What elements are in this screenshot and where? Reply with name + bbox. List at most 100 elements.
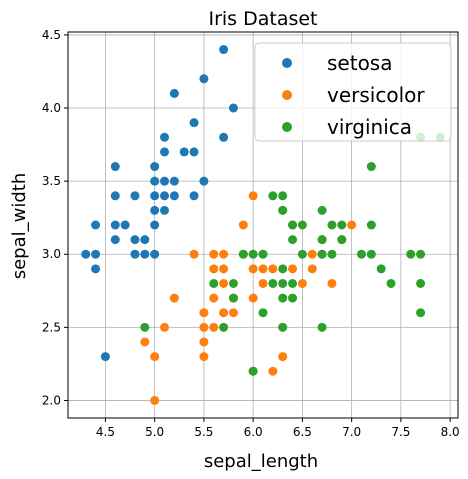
data-point-setosa: [110, 191, 120, 201]
data-point-versicolor: [268, 366, 278, 376]
legend-marker-versicolor: [282, 90, 292, 100]
legend: setosa versicolor virginica: [254, 42, 452, 142]
legend-label-versicolor: versicolor: [327, 83, 425, 107]
data-point-virginica: [278, 322, 288, 332]
data-point-versicolor: [258, 278, 268, 288]
data-point-setosa: [160, 132, 170, 142]
data-point-versicolor: [268, 264, 278, 274]
data-point-virginica: [288, 220, 298, 230]
data-point-setosa: [199, 176, 209, 186]
data-point-virginica: [327, 249, 337, 259]
data-point-versicolor: [199, 322, 209, 332]
legend-label-virginica: virginica: [327, 115, 412, 139]
data-point-virginica: [228, 293, 238, 303]
data-point-setosa: [169, 88, 179, 98]
data-point-virginica: [278, 278, 288, 288]
data-point-virginica: [337, 235, 347, 245]
y-axis-label: sepal_width: [9, 173, 30, 280]
points-layer: [81, 45, 445, 405]
data-point-virginica: [278, 191, 288, 201]
data-point-virginica: [278, 293, 288, 303]
data-point-setosa: [160, 205, 170, 215]
data-point-virginica: [317, 235, 327, 245]
data-point-versicolor: [219, 249, 229, 259]
x-tick-label: 8.0: [441, 425, 460, 439]
data-point-virginica: [140, 322, 150, 332]
x-tick-label: 5.5: [194, 425, 213, 439]
data-point-setosa: [140, 235, 150, 245]
data-point-versicolor: [278, 352, 288, 362]
legend-box: [254, 42, 452, 142]
data-point-versicolor: [150, 395, 160, 405]
data-point-setosa: [91, 249, 101, 259]
data-point-versicolor: [258, 264, 268, 274]
data-point-virginica: [376, 264, 386, 274]
data-point-versicolor: [347, 220, 357, 230]
data-point-versicolor: [307, 264, 317, 274]
data-point-versicolor: [199, 308, 209, 318]
data-point-versicolor: [219, 264, 229, 274]
data-point-setosa: [81, 249, 91, 259]
data-point-virginica: [268, 191, 278, 201]
data-point-setosa: [150, 220, 160, 230]
data-point-virginica: [278, 205, 288, 215]
data-point-setosa: [150, 191, 160, 201]
data-point-setosa: [179, 147, 189, 157]
data-point-setosa: [228, 103, 238, 113]
data-point-setosa: [150, 162, 160, 172]
data-point-virginica: [258, 249, 268, 259]
x-axis: 4.5 5.0 5.5 6.0 6.5 7.0 7.5 8.0: [96, 418, 460, 439]
data-point-virginica: [366, 162, 376, 172]
y-tick-label: 2.0: [42, 393, 61, 407]
data-point-versicolor: [248, 293, 258, 303]
data-point-versicolor: [199, 352, 209, 362]
data-point-versicolor: [297, 278, 307, 288]
data-point-versicolor: [199, 337, 209, 347]
data-point-virginica: [228, 278, 238, 288]
x-tick-label: 7.5: [391, 425, 410, 439]
legend-label-setosa: setosa: [327, 51, 392, 75]
data-point-virginica: [327, 220, 337, 230]
data-point-setosa: [130, 235, 140, 245]
data-point-virginica: [297, 220, 307, 230]
data-point-setosa: [150, 205, 160, 215]
x-tick-label: 5.0: [145, 425, 164, 439]
data-point-virginica: [288, 278, 298, 288]
data-point-setosa: [110, 235, 120, 245]
data-point-setosa: [91, 220, 101, 230]
data-point-setosa: [110, 220, 120, 230]
data-point-versicolor: [219, 308, 229, 318]
data-point-versicolor: [140, 337, 150, 347]
data-point-setosa: [100, 352, 110, 362]
x-tick-label: 6.0: [244, 425, 263, 439]
data-point-virginica: [406, 249, 416, 259]
data-point-virginica: [416, 308, 426, 318]
legend-marker-setosa: [282, 58, 292, 68]
data-point-virginica: [297, 249, 307, 259]
data-point-virginica: [356, 249, 366, 259]
data-point-setosa: [160, 147, 170, 157]
data-point-virginica: [258, 308, 268, 318]
data-point-versicolor: [238, 220, 248, 230]
data-point-setosa: [130, 191, 140, 201]
data-point-virginica: [366, 220, 376, 230]
data-point-versicolor: [150, 352, 160, 362]
data-point-versicolor: [248, 264, 258, 274]
y-tick-label: 4.5: [42, 28, 61, 42]
data-point-virginica: [238, 249, 248, 259]
data-point-setosa: [150, 176, 160, 186]
data-point-virginica: [416, 278, 426, 288]
data-point-virginica: [366, 249, 376, 259]
data-point-virginica: [278, 264, 288, 274]
data-point-setosa: [120, 220, 130, 230]
data-point-setosa: [91, 264, 101, 274]
data-point-versicolor: [160, 322, 170, 332]
data-point-versicolor: [248, 191, 258, 201]
data-point-setosa: [219, 45, 229, 55]
x-axis-label: sepal_length: [204, 451, 318, 472]
data-point-virginica: [209, 278, 219, 288]
data-point-setosa: [150, 249, 160, 259]
data-point-versicolor: [228, 308, 238, 318]
data-point-virginica: [337, 220, 347, 230]
data-point-setosa: [189, 191, 199, 201]
